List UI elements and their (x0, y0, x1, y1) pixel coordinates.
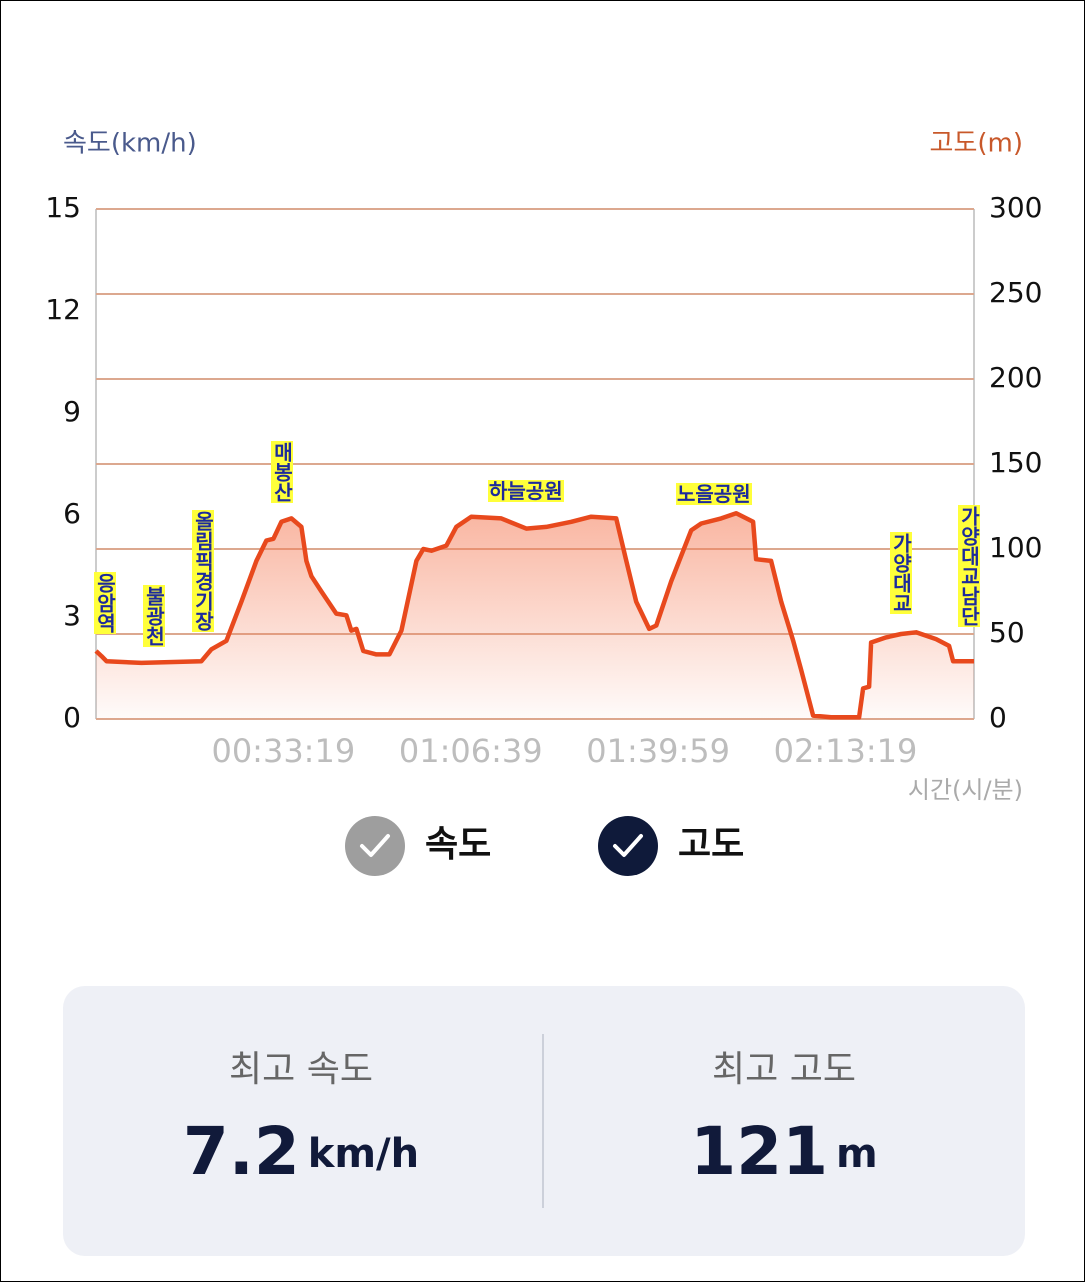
stat-value: 121 m (690, 1113, 877, 1190)
annotation: 올림픽경기장 (191, 510, 215, 632)
stat-number: 121 (690, 1113, 828, 1190)
y2-tick-label: 0 (989, 701, 1007, 734)
y-tick-label: 15 (45, 191, 81, 224)
stat-label: 최고 고도 (712, 1049, 856, 1090)
legend-label: 속도 (425, 824, 491, 865)
line (94, 511, 974, 720)
annotation: 가양대교 (889, 532, 913, 614)
x-tick-label: 01:06:39 (399, 732, 543, 770)
legend-label: 고도 (678, 824, 744, 865)
stat-unit: km/h (308, 1131, 419, 1177)
stat-value: 7.2 km/h (183, 1113, 419, 1190)
annotation: 불광천 (142, 585, 166, 647)
x-tick-label: 00:33:19 (211, 732, 355, 770)
y2-tick-label: 50 (989, 616, 1025, 649)
y2-tick-label: 150 (989, 446, 1042, 479)
y2-tick-label: 200 (989, 361, 1042, 394)
y-tick-label: 3 (63, 599, 81, 632)
stat-label: 최고 속도 (229, 1049, 373, 1090)
legend-toggle[interactable] (598, 816, 658, 876)
summary: 최고 속도 7.2 km/h 최고 고도 121 m (183, 1049, 878, 1190)
y2-tick-label: 100 (989, 531, 1042, 564)
annotation: 가양대교남단 (957, 505, 981, 627)
x-tick-label: 01:39:59 (586, 732, 730, 770)
annotation: 노을공원 (676, 482, 752, 506)
stat-number: 7.2 (183, 1113, 300, 1190)
y2-tick-label: 300 (989, 191, 1042, 224)
x-axis-title: 시간(시/분) (908, 776, 1023, 804)
y2-axis-title: 고도(m) (930, 129, 1023, 159)
legend: 속도 고도 (345, 816, 744, 876)
y-tick-label: 9 (63, 395, 81, 428)
area (96, 513, 974, 719)
y-tick-label: 12 (45, 293, 81, 326)
y2-tick-label: 250 (989, 276, 1042, 309)
check-icon (360, 834, 390, 857)
y-axis-title: 속도(km/h) (63, 129, 197, 159)
annotation: 하늘공원 (488, 479, 564, 503)
annotation: 응암역 (93, 572, 117, 634)
x-tick-label: 02:13:19 (774, 732, 918, 770)
plot (94, 208, 974, 720)
y-tick-label: 0 (63, 701, 81, 734)
y-tick-label: 6 (63, 497, 81, 530)
stat-unit: m (836, 1131, 878, 1177)
check-icon (613, 834, 643, 857)
legend-toggle[interactable] (345, 816, 405, 876)
annotation: 매봉산 (270, 441, 294, 503)
